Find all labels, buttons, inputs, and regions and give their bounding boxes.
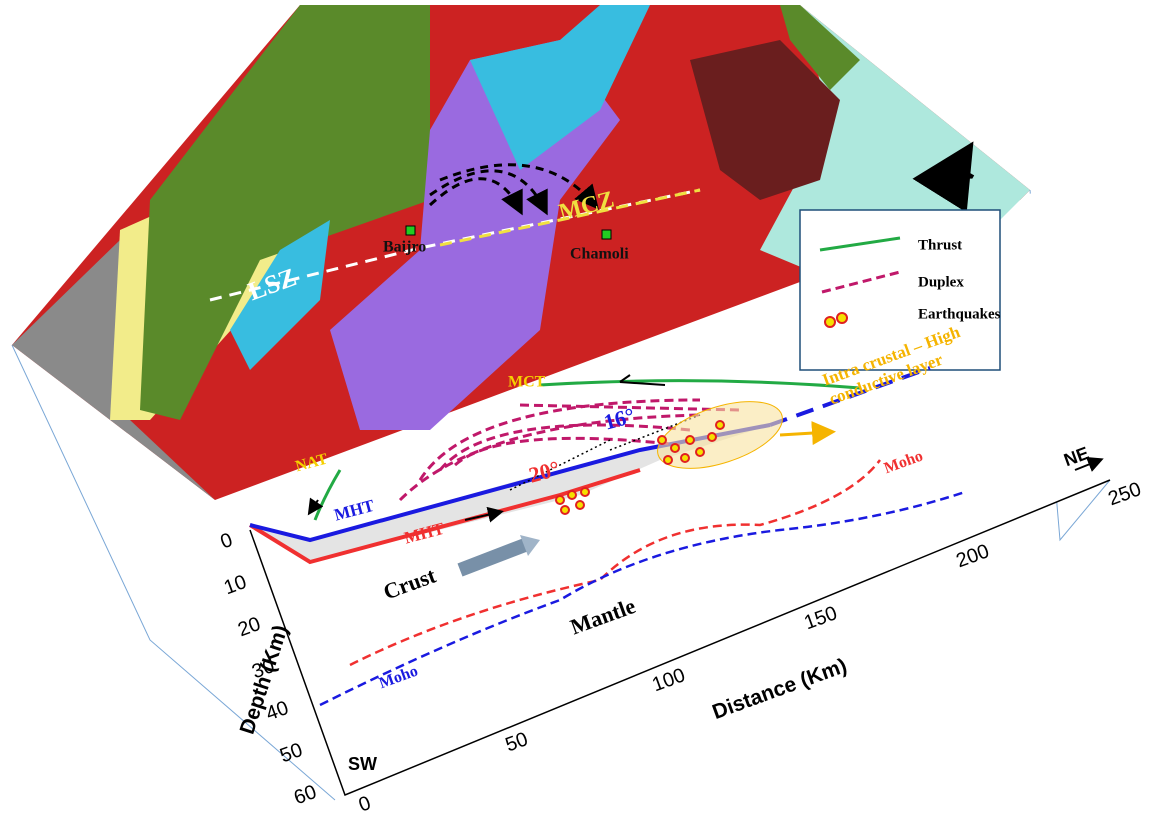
legend-label: Duplex	[918, 274, 964, 290]
depth-tick-label: 0	[218, 529, 236, 553]
diagram: LSZ MCZ Baijro Chamoli N Thrust Duplex E…	[0, 0, 1154, 819]
fault-label: MCT	[508, 374, 546, 391]
distance-tick-label: 200	[953, 540, 992, 572]
distance-tick-label: 250	[1105, 478, 1144, 510]
town-label: Chamoli	[570, 246, 629, 263]
distance-tick-label: 150	[801, 602, 840, 634]
legend-label: Thrust	[918, 237, 962, 253]
axis-title: Distance (Km)	[709, 654, 850, 724]
town-label: Baijro	[383, 239, 426, 256]
distance-tick-label: 50	[503, 728, 531, 756]
depth-tick-label: 50	[277, 739, 305, 767]
direction-label: SW	[348, 754, 377, 774]
depth-tick-label: 10	[221, 571, 249, 599]
depth-tick-label: 20	[235, 613, 263, 641]
distance-tick-label: 0	[356, 792, 374, 816]
depth-tick-label: 60	[291, 781, 319, 809]
